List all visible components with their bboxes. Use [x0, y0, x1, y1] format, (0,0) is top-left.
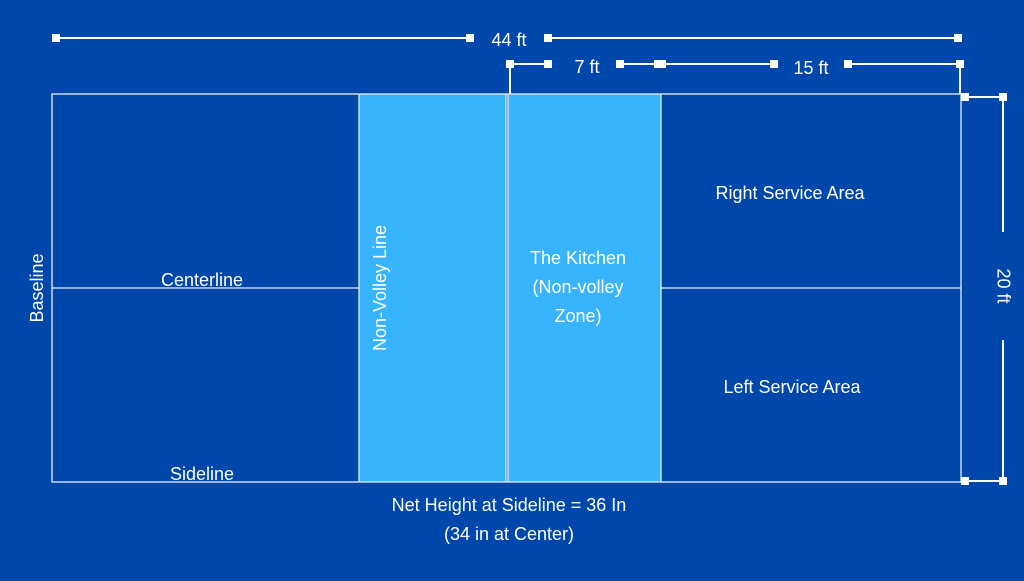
kitchen-label: The Kitchen (Non-volley Zone) [529, 247, 627, 326]
kitchen-zone [508, 94, 661, 482]
net-height-note: Net Height at Sideline = 36 In (34 in at… [392, 491, 627, 549]
left-service-area-label: Left Service Area [723, 376, 861, 397]
dimension-label-7ft: 7 ft [574, 56, 600, 77]
dimension-44ft [52, 34, 962, 42]
right-service-area-label: Right Service Area [715, 182, 865, 203]
non-volley-zone-left [359, 94, 506, 482]
sideline-label: Sideline [169, 463, 235, 484]
dimension-label-15ft: 15 ft [793, 57, 829, 78]
net-height-line1: Net Height at Sideline = 36 In [391, 495, 627, 516]
dimension-label-20ft: 20 ft [993, 268, 1014, 304]
dimension-label-44ft: 44 ft [491, 29, 527, 50]
dimension-15ft [658, 60, 964, 94]
baseline-label: Baseline [26, 253, 47, 323]
non-volley-line-label: Non-Volley Line [369, 224, 390, 352]
net-height-line2: (34 in at Center) [443, 524, 575, 544]
centerline-label: Centerline [160, 269, 244, 290]
dimension-20ft [961, 93, 1007, 485]
